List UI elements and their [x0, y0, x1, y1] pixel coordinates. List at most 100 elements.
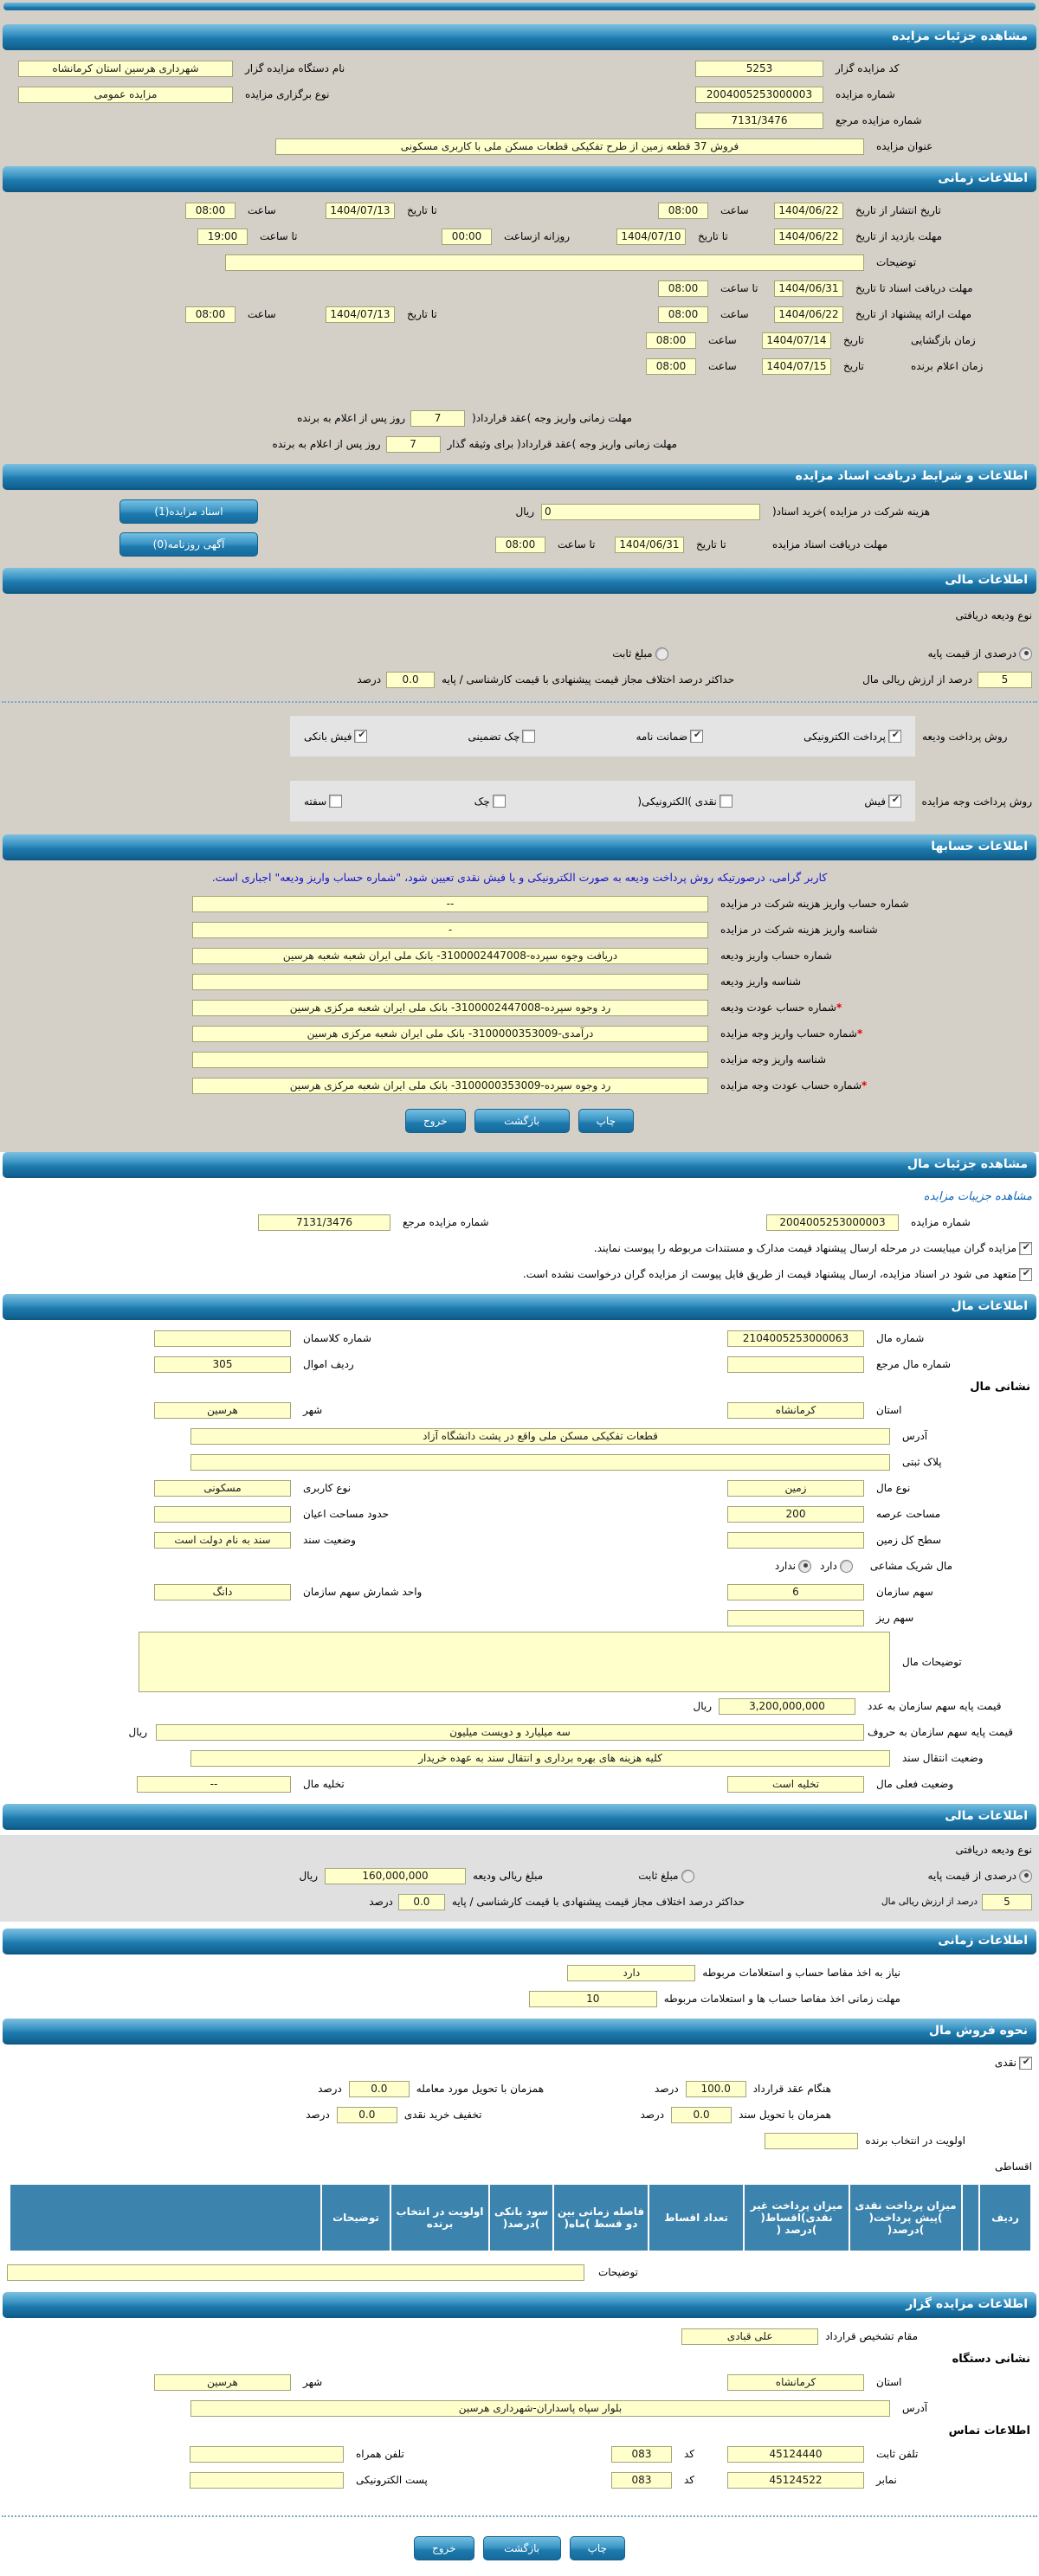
- publish-date-to[interactable]: [326, 202, 395, 219]
- deed-status-field[interactable]: [154, 1531, 291, 1549]
- org-share-field[interactable]: [727, 1583, 864, 1600]
- publish-time-from[interactable]: [658, 202, 708, 219]
- cash-electronic-checkbox[interactable]: [719, 795, 732, 808]
- fax-field[interactable]: [727, 2471, 864, 2489]
- auction-title-field[interactable]: [275, 138, 864, 155]
- opening-time[interactable]: [646, 332, 696, 349]
- certified-check-checkbox[interactable]: [522, 730, 536, 743]
- auction-number-field[interactable]: [695, 86, 823, 103]
- offer-time-from[interactable]: [658, 306, 708, 323]
- fixed-amount-radio[interactable]: [681, 1869, 694, 1883]
- newspaper-ad-button[interactable]: آگهی روزنامه(0): [119, 532, 258, 557]
- pay-deadline-2-days[interactable]: [385, 435, 441, 453]
- back-button[interactable]: بازگشت: [482, 2536, 561, 2560]
- email-field[interactable]: [190, 2471, 344, 2489]
- account-field[interactable]: [192, 921, 708, 938]
- account-field[interactable]: [192, 1051, 708, 1068]
- fixed-amount-radio[interactable]: [655, 647, 668, 660]
- doc-receive-until-time[interactable]: [495, 536, 545, 553]
- deed-delivery-payment-field[interactable]: [671, 2106, 732, 2123]
- base-price-field[interactable]: [719, 1697, 855, 1715]
- item-ref-field[interactable]: [727, 1356, 864, 1373]
- sale-desc-field[interactable]: [7, 2264, 584, 2281]
- cash-discount-field[interactable]: [336, 2106, 397, 2123]
- province-field[interactable]: [727, 2373, 864, 2391]
- delivery-payment-field[interactable]: [348, 2080, 410, 2097]
- address-field[interactable]: [190, 1427, 890, 1445]
- auction-docs-button[interactable]: اسناد مزایده(1): [119, 499, 258, 524]
- account-field[interactable]: [192, 973, 708, 990]
- vacate-field[interactable]: [137, 1775, 291, 1793]
- contract-authority-field[interactable]: [681, 2328, 819, 2345]
- auction-ref-field[interactable]: [258, 1214, 390, 1231]
- no-joint-owner-radio[interactable]: [798, 1559, 812, 1573]
- cash-checkbox[interactable]: [1019, 2056, 1032, 2070]
- max-diff-field[interactable]: [397, 1893, 445, 1910]
- visit-hour-from[interactable]: [442, 228, 492, 245]
- item-type-field[interactable]: [727, 1479, 864, 1497]
- city-field[interactable]: [154, 1401, 291, 1419]
- city-field[interactable]: [154, 2373, 291, 2391]
- account-field[interactable]: [192, 895, 708, 912]
- deposit-amount-field[interactable]: [325, 1867, 467, 1884]
- land-use-field[interactable]: [154, 1479, 291, 1497]
- deed-transfer-field[interactable]: [190, 1749, 890, 1767]
- mobile-field[interactable]: [190, 2445, 344, 2463]
- publish-time-to[interactable]: [185, 202, 236, 219]
- account-field[interactable]: [192, 999, 708, 1016]
- percent-of-base-radio[interactable]: [1019, 647, 1032, 660]
- minor-share-field[interactable]: [727, 1609, 864, 1626]
- visit-date-from[interactable]: [774, 228, 843, 245]
- participation-fee-field[interactable]: [541, 503, 760, 520]
- base-price-words-field[interactable]: [156, 1723, 864, 1741]
- pay-deadline-1-days[interactable]: [410, 409, 466, 427]
- offer-date-to[interactable]: [326, 306, 395, 323]
- time-desc-field[interactable]: [225, 254, 864, 271]
- print-button[interactable]: چاپ: [578, 1109, 634, 1133]
- org-name-field[interactable]: [18, 60, 233, 77]
- account-field[interactable]: [192, 947, 708, 964]
- fax-area-code-field[interactable]: [611, 2471, 672, 2489]
- auction-code-field[interactable]: [695, 60, 823, 77]
- clearance-deadline-field[interactable]: [528, 1990, 657, 2007]
- contract-payment-field[interactable]: [685, 2080, 746, 2097]
- visit-hour-to[interactable]: [197, 228, 248, 245]
- publish-date-from[interactable]: [774, 202, 843, 219]
- land-area-field[interactable]: [727, 1505, 864, 1523]
- winner-announce-time[interactable]: [646, 357, 696, 375]
- max-diff-field[interactable]: [386, 671, 436, 688]
- exit-button[interactable]: خروج: [405, 1109, 466, 1133]
- percent-of-base-radio[interactable]: [1019, 1869, 1032, 1883]
- has-joint-owner-radio[interactable]: [839, 1559, 853, 1573]
- winner-priority-field[interactable]: [765, 2132, 859, 2149]
- back-button[interactable]: بازگشت: [474, 1109, 570, 1133]
- view-auction-details-link[interactable]: مشاهده جزییات مزایده: [923, 1189, 1032, 1203]
- fish-checkbox[interactable]: [888, 794, 901, 808]
- clearance-needed-field[interactable]: [567, 1964, 696, 1981]
- doc-receive-until-date[interactable]: [615, 536, 684, 553]
- item-desc-field[interactable]: [139, 1632, 890, 1692]
- doc-receive-date[interactable]: [774, 280, 843, 297]
- auction-ref-field[interactable]: [695, 112, 823, 129]
- exit-button[interactable]: خروج: [414, 2536, 474, 2560]
- item-number-field[interactable]: [727, 1330, 864, 1347]
- attachment-required-checkbox[interactable]: [1019, 1241, 1032, 1255]
- province-field[interactable]: [727, 1401, 864, 1419]
- bank-slip-checkbox[interactable]: [354, 729, 368, 743]
- classification-field[interactable]: [154, 1330, 291, 1347]
- share-unit-field[interactable]: [154, 1583, 291, 1600]
- current-status-field[interactable]: [727, 1775, 864, 1793]
- total-land-field[interactable]: [727, 1531, 864, 1549]
- building-area-field[interactable]: [154, 1505, 291, 1523]
- winner-announce-date[interactable]: [762, 357, 831, 375]
- deposit-percent-field[interactable]: [978, 671, 1032, 688]
- registry-plate-field[interactable]: [190, 1453, 890, 1471]
- check-checkbox[interactable]: [492, 795, 506, 808]
- deposit-percent-field[interactable]: [982, 1893, 1032, 1910]
- offer-time-to[interactable]: [185, 306, 236, 323]
- account-field[interactable]: [192, 1077, 708, 1094]
- phone-area-code-field[interactable]: [611, 2445, 672, 2463]
- doc-receive-time[interactable]: [658, 280, 708, 297]
- offer-date-from[interactable]: [774, 306, 843, 323]
- address-field[interactable]: [190, 2399, 890, 2417]
